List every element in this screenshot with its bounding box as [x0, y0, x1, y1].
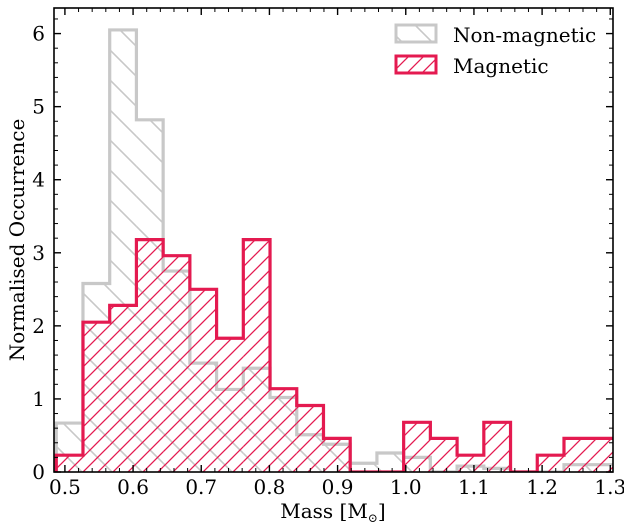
series-magnetic	[54, 238, 613, 472]
legend-swatch-non-magnetic	[394, 23, 438, 44]
bar-magnetic-6	[216, 338, 244, 472]
plot-frame	[53, 7, 614, 473]
outline-magnetic	[54, 238, 613, 472]
x-tick-label: 0.9	[322, 475, 354, 499]
bar-magnetic-0	[56, 455, 83, 472]
legend-item-non-magnetic: Non-magnetic	[394, 23, 596, 47]
bar-magnetic-16	[483, 422, 511, 472]
x-tick-label: 1.3	[594, 475, 624, 499]
bar-non-magnetic-11	[350, 463, 377, 472]
y-tick-label: 6	[32, 22, 45, 46]
legend-swatch-magnetic	[394, 54, 438, 75]
bar-magnetic-8	[270, 388, 297, 472]
y-tick-label: 3	[32, 241, 45, 265]
legend-item-magnetic: Magnetic	[394, 54, 549, 78]
x-axis-title-subscript: ⊙	[368, 511, 378, 524]
bar-magnetic-14	[430, 438, 458, 472]
y-tick-label: 0	[32, 460, 45, 484]
bar-magnetic-2	[109, 305, 137, 472]
y-tick-label: 1	[32, 387, 45, 411]
y-tick-label: 5	[32, 95, 45, 119]
x-tick-label: 1.0	[390, 475, 422, 499]
x-tick-label: 1.2	[526, 475, 558, 499]
bar-magnetic-5	[189, 289, 217, 472]
bar-magnetic-10	[323, 438, 351, 472]
bar-non-magnetic-12	[376, 453, 404, 472]
bar-magnetic-7	[243, 239, 271, 472]
legend: Non-magnetic Magnetic	[394, 23, 596, 78]
x-tick-label: 0.5	[49, 475, 81, 499]
bar-magnetic-3	[136, 239, 164, 472]
x-axis-title: Mass [M⊙]	[280, 499, 385, 524]
bar-magnetic-19	[563, 438, 591, 472]
bar-magnetic-15	[457, 455, 484, 472]
bar-magnetic-4	[163, 255, 190, 472]
y-axis-title: Normalised Occurrence	[5, 119, 29, 362]
series-layer	[54, 28, 613, 472]
x-tick-label: 1.1	[458, 475, 490, 499]
bar-magnetic-18	[537, 455, 564, 472]
bar-magnetic-13	[403, 422, 431, 472]
bar-magnetic-20	[590, 438, 613, 472]
legend-label-magnetic: Magnetic	[453, 54, 549, 78]
y-tick-label: 4	[32, 168, 45, 192]
x-axis-title-end: ]	[378, 499, 386, 523]
x-axis-title-main: Mass [M	[280, 499, 368, 523]
x-tick-label: 0.7	[185, 475, 217, 499]
y-tick-label: 2	[32, 314, 45, 338]
x-tick-label: 0.6	[117, 475, 149, 499]
x-tick-label: 0.8	[254, 475, 286, 499]
bar-magnetic-9	[296, 405, 324, 472]
bar-magnetic-1	[82, 322, 110, 472]
legend-label-non-magnetic: Non-magnetic	[453, 23, 596, 47]
